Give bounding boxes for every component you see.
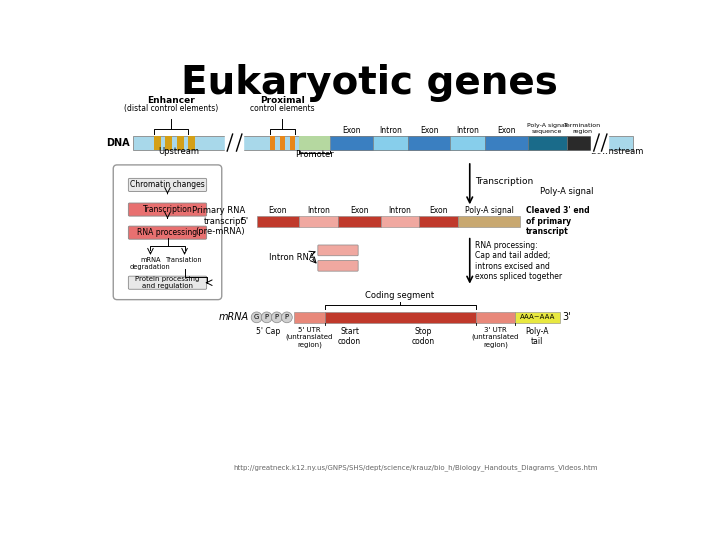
Text: Intron: Intron [456, 126, 480, 134]
Text: Eukaryotic genes: Eukaryotic genes [181, 64, 557, 102]
Text: G: G [254, 314, 259, 320]
Bar [270, 136, 275, 150]
Bar [153, 136, 161, 150]
Text: RNA processing: RNA processing [138, 228, 197, 237]
Text: Exon: Exon [342, 126, 361, 134]
FancyBboxPatch shape [128, 203, 207, 216]
Text: Intron: Intron [389, 206, 411, 214]
Circle shape [251, 312, 262, 323]
Bar [256, 215, 300, 226]
FancyBboxPatch shape [128, 276, 207, 289]
Text: Exon: Exon [498, 126, 516, 134]
Bar [330, 136, 373, 150]
Bar [381, 215, 419, 226]
Bar [458, 215, 520, 226]
Text: http://greatneck.k12.ny.us/GNPS/SHS/dept/science/krauz/bio_h/Biology_Handouts_Di: http://greatneck.k12.ny.us/GNPS/SHS/dept… [233, 464, 598, 471]
Bar [408, 136, 451, 150]
Bar [300, 136, 330, 150]
Text: Promoter: Promoter [295, 150, 334, 159]
Bar [567, 136, 598, 150]
Text: Protein processing
and regulation: Protein processing and regulation [135, 276, 199, 289]
Bar [515, 312, 559, 323]
Text: control elements: control elements [250, 104, 315, 113]
FancyBboxPatch shape [318, 260, 358, 271]
Text: DNA: DNA [106, 138, 130, 147]
Text: P: P [275, 314, 279, 320]
Text: RNA processing:
Cap and tail added;
introns excised and
exons spliced together: RNA processing: Cap and tail added; intr… [475, 241, 562, 281]
Text: 3' UTR
(untranslated
region): 3' UTR (untranslated region) [472, 327, 519, 348]
FancyBboxPatch shape [318, 245, 358, 256]
Bar [294, 312, 325, 323]
FancyBboxPatch shape [128, 178, 207, 192]
Text: Stop
codon: Stop codon [412, 327, 435, 346]
Text: Upstream: Upstream [158, 147, 199, 156]
Text: Enhancer: Enhancer [148, 96, 195, 105]
Bar [528, 136, 567, 150]
Bar [485, 136, 528, 150]
Text: Poly-A
tail: Poly-A tail [526, 327, 549, 346]
Bar [325, 312, 476, 323]
FancyBboxPatch shape [128, 226, 207, 239]
Bar [419, 215, 458, 226]
Text: Exon: Exon [269, 206, 287, 214]
Text: mRNA
degradation: mRNA degradation [130, 256, 171, 269]
Bar [373, 136, 408, 150]
Circle shape [261, 312, 272, 323]
Text: (distal control elements): (distal control elements) [125, 104, 218, 113]
Bar [476, 312, 515, 323]
Text: Poly-A signal
sequence: Poly-A signal sequence [528, 123, 567, 133]
Circle shape [282, 312, 292, 323]
Text: Start
codon: Start codon [338, 327, 361, 346]
Bar [338, 215, 381, 226]
Text: Exon: Exon [420, 126, 438, 134]
Text: Transcription: Transcription [143, 205, 192, 214]
Text: Intron RNA: Intron RNA [269, 253, 315, 262]
Text: Exon: Exon [430, 206, 448, 214]
Bar [290, 136, 295, 150]
Text: 5': 5' [240, 217, 248, 226]
Text: Transcription: Transcription [475, 177, 534, 186]
Text: Primary RNA
transcript
(pre-mRNA): Primary RNA transcript (pre-mRNA) [192, 206, 245, 236]
Bar [451, 136, 485, 150]
Text: AAA~AAA: AAA~AAA [520, 314, 555, 320]
Text: Coding segment: Coding segment [366, 291, 435, 300]
Text: Proximal: Proximal [260, 96, 305, 105]
Text: 5' UTR
(untranslated
region): 5' UTR (untranslated region) [286, 327, 333, 348]
Bar [300, 215, 338, 226]
Text: 3': 3' [563, 312, 572, 322]
Text: mRNA: mRNA [219, 312, 249, 322]
Text: Cleaved 3' end
of primary
transcript: Cleaved 3' end of primary transcript [526, 206, 589, 236]
Text: 5' Cap: 5' Cap [256, 327, 280, 335]
Text: Downstream: Downstream [590, 147, 644, 156]
Text: Termination
region: Termination region [564, 123, 600, 133]
Text: Chromatin changes: Chromatin changes [130, 180, 205, 190]
Bar [177, 136, 184, 150]
Bar [189, 136, 195, 150]
FancyBboxPatch shape [113, 165, 222, 300]
Text: Exon: Exon [350, 206, 369, 214]
Text: P: P [265, 314, 269, 320]
Text: Poly-A signal: Poly-A signal [540, 187, 593, 196]
Text: Translation: Translation [166, 256, 203, 262]
Text: Intron: Intron [307, 206, 330, 214]
Circle shape [271, 312, 282, 323]
Bar [165, 136, 172, 150]
Text: P: P [285, 314, 289, 320]
Bar [132, 136, 632, 150]
Text: Intron: Intron [379, 126, 402, 134]
Text: Poly-A signal: Poly-A signal [464, 206, 513, 214]
Bar [280, 136, 285, 150]
